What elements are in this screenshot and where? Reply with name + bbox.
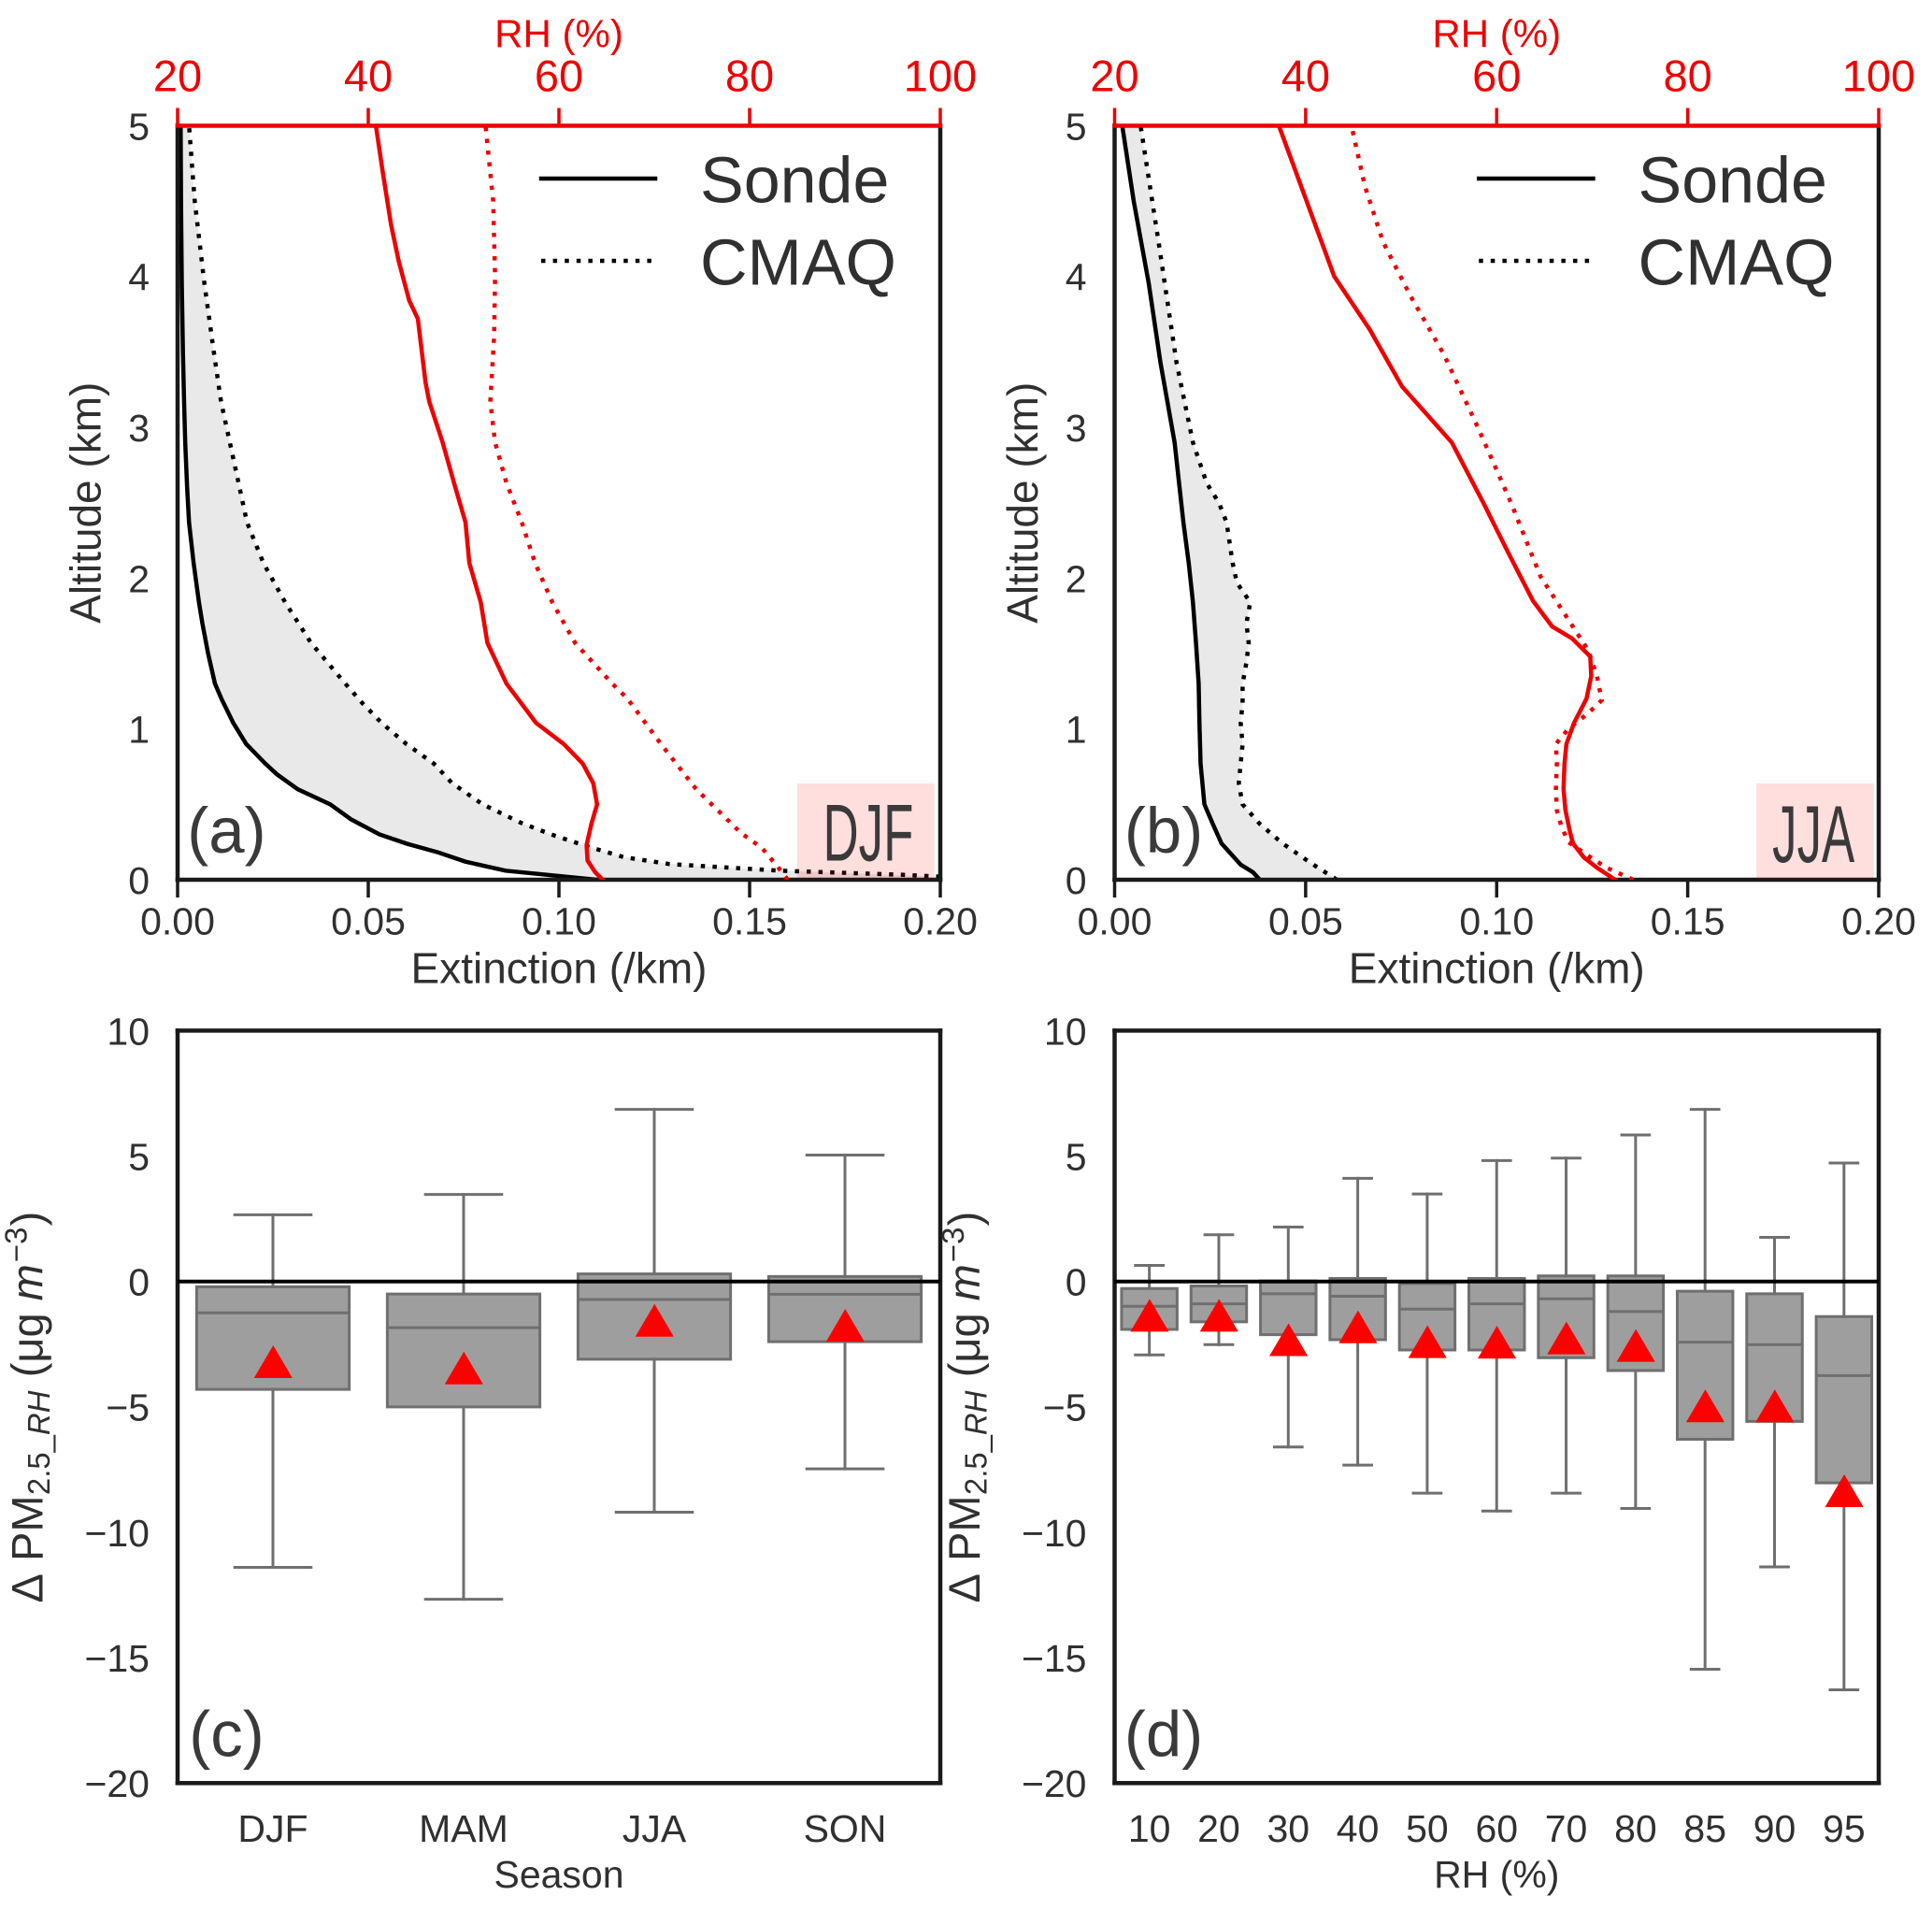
svg-text:(d): (d) [1124, 1698, 1203, 1770]
svg-text:5: 5 [1066, 105, 1087, 148]
svg-text:Δ P M: Δ P M ( μ g ) 2 . 5 _ − 3 R H m [936, 1207, 994, 1602]
svg-text:40: 40 [344, 51, 393, 101]
svg-text:20: 20 [1090, 51, 1138, 101]
svg-text:JJA: JJA [623, 1807, 687, 1850]
svg-text:Season: Season [494, 1853, 623, 1896]
svg-text:−5: −5 [106, 1386, 150, 1429]
svg-text:−5: −5 [1043, 1386, 1087, 1429]
svg-text:Altitude (km): Altitude (km) [998, 382, 1047, 624]
svg-text:(b): (b) [1124, 795, 1203, 867]
svg-text:20: 20 [1197, 1807, 1240, 1850]
svg-text:MAM: MAM [419, 1807, 508, 1850]
svg-text:−10: −10 [84, 1512, 150, 1555]
svg-text:3: 3 [128, 407, 150, 450]
svg-text:0.05: 0.05 [331, 900, 406, 943]
svg-text:SON: SON [804, 1807, 887, 1850]
svg-text:80: 80 [1614, 1807, 1657, 1850]
svg-text:10: 10 [1128, 1807, 1171, 1850]
svg-text:4: 4 [128, 256, 150, 299]
svg-text:RH (%): RH (%) [1432, 12, 1561, 56]
svg-text:3: 3 [1066, 407, 1087, 450]
svg-text:100: 100 [904, 51, 977, 101]
svg-text:4: 4 [1066, 256, 1087, 299]
svg-text:90: 90 [1753, 1807, 1796, 1850]
svg-text:−15: −15 [84, 1637, 150, 1680]
svg-text:RH (%): RH (%) [1434, 1853, 1559, 1896]
svg-text:(a): (a) [187, 795, 265, 867]
svg-text:85: 85 [1683, 1807, 1726, 1850]
svg-text:40: 40 [1337, 1807, 1380, 1850]
svg-text:80: 80 [725, 51, 774, 101]
svg-text:0.00: 0.00 [140, 900, 215, 943]
svg-text:50: 50 [1406, 1807, 1449, 1850]
svg-text:−20: −20 [84, 1762, 150, 1805]
svg-text:95: 95 [1823, 1807, 1866, 1850]
svg-text:−15: −15 [1022, 1637, 1087, 1680]
svg-text:80: 80 [1663, 51, 1711, 101]
svg-text:Sonde: Sonde [700, 144, 889, 217]
svg-text:Extinction (/km): Extinction (/km) [411, 944, 708, 993]
svg-text:40: 40 [1281, 51, 1330, 101]
svg-text:2: 2 [128, 557, 150, 600]
svg-text:(c): (c) [189, 1698, 264, 1770]
svg-text:60: 60 [1475, 1807, 1518, 1850]
svg-text:0: 0 [128, 859, 150, 902]
svg-text:2: 2 [1066, 557, 1087, 600]
svg-text:70: 70 [1545, 1807, 1588, 1850]
svg-text:5: 5 [128, 1135, 150, 1178]
svg-text:10: 10 [1044, 1010, 1087, 1053]
svg-text:0.10: 0.10 [522, 900, 596, 943]
svg-text:CMAQ: CMAQ [700, 226, 896, 299]
svg-text:20: 20 [153, 51, 202, 101]
svg-text:Extinction (/km): Extinction (/km) [1349, 944, 1645, 993]
svg-text:1: 1 [128, 709, 150, 752]
svg-text:5: 5 [128, 105, 150, 148]
svg-text:0.05: 0.05 [1268, 900, 1343, 943]
svg-text:−10: −10 [1022, 1512, 1087, 1555]
svg-text:0.20: 0.20 [903, 900, 978, 943]
svg-text:Altitude (km): Altitude (km) [62, 382, 110, 624]
svg-text:0.10: 0.10 [1459, 900, 1534, 943]
svg-text:CMAQ: CMAQ [1639, 226, 1835, 299]
svg-text:JJA: JJA [1772, 790, 1854, 880]
svg-text:100: 100 [1842, 51, 1915, 101]
svg-text:10: 10 [107, 1010, 150, 1053]
svg-text:1: 1 [1066, 709, 1087, 752]
svg-text:RH (%): RH (%) [494, 12, 623, 56]
svg-text:0.00: 0.00 [1078, 900, 1152, 943]
svg-text:60: 60 [535, 51, 583, 101]
svg-text:0.15: 0.15 [1651, 900, 1725, 943]
svg-text:DJF: DJF [237, 1807, 308, 1850]
svg-text:−20: −20 [1022, 1762, 1087, 1805]
svg-text:60: 60 [1472, 51, 1521, 101]
svg-text:5: 5 [1066, 1135, 1087, 1178]
svg-text:0: 0 [1066, 1261, 1087, 1304]
svg-text:0.15: 0.15 [712, 900, 787, 943]
svg-text:30: 30 [1267, 1807, 1309, 1850]
svg-text:0.20: 0.20 [1841, 900, 1916, 943]
svg-text:Δ P M: Δ P M ( μ g ) 2 . 5 _ − 3 R H m [0, 1207, 56, 1602]
svg-text:DJF: DJF [823, 788, 914, 878]
svg-text:Sonde: Sonde [1639, 144, 1827, 217]
svg-text:0: 0 [1066, 859, 1087, 902]
svg-text:0: 0 [128, 1261, 150, 1304]
